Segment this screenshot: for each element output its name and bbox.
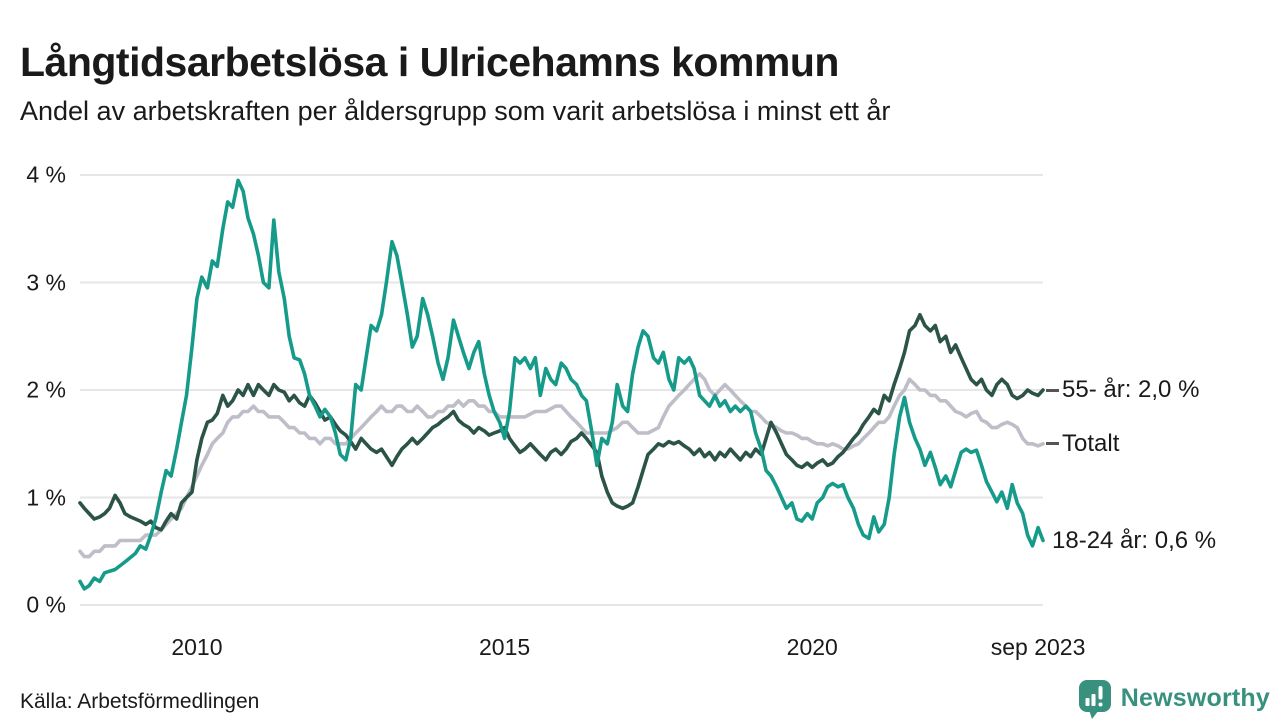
x-tick-label: 2020 bbox=[786, 634, 838, 660]
series-label-text: 55- år: 2,0 % bbox=[1062, 376, 1200, 403]
series-label-55-r: 55- år: 2,0 % bbox=[1046, 376, 1199, 404]
bar-chart-speech-bubble-icon bbox=[1078, 680, 1111, 719]
label-tick-icon bbox=[1046, 388, 1059, 392]
y-tick-label: 4 % bbox=[26, 161, 66, 188]
label-tick-icon bbox=[1046, 442, 1059, 446]
series-line-55-r bbox=[78, 313, 1045, 532]
line-chart bbox=[78, 174, 1045, 606]
x-tick-label: 2010 bbox=[171, 634, 223, 660]
series-label-18-24-r: 18-24 år: 0,6 % bbox=[1052, 527, 1216, 555]
series-label-text: Totalt bbox=[1062, 429, 1120, 457]
y-tick-label: 2 % bbox=[26, 376, 66, 403]
y-tick-label: 0 % bbox=[26, 591, 66, 618]
page-title: Långtidsarbetslösa i Ulricehamns kommun bbox=[20, 39, 839, 86]
series-line-18-24-r bbox=[78, 178, 1045, 591]
y-tick-label: 1 % bbox=[26, 484, 66, 510]
brand-name: Newsworthy bbox=[1120, 684, 1270, 712]
source-note: Källa: Arbetsförmedlingen bbox=[20, 690, 260, 713]
x-tick-label: 2015 bbox=[478, 634, 531, 660]
x-tick-label: sep 2023 bbox=[990, 634, 1086, 660]
series-line-totalt bbox=[78, 372, 1045, 559]
y-tick-label: 3 % bbox=[26, 269, 66, 295]
newsworthy-logo: Newsworthy bbox=[1077, 678, 1270, 719]
series-label-text: 18-24 år: 0,6 % bbox=[1052, 526, 1217, 554]
series-label-totalt: Totalt bbox=[1046, 430, 1119, 458]
page-subtitle: Andel av arbetskraften per åldersgrupp s… bbox=[20, 96, 891, 126]
